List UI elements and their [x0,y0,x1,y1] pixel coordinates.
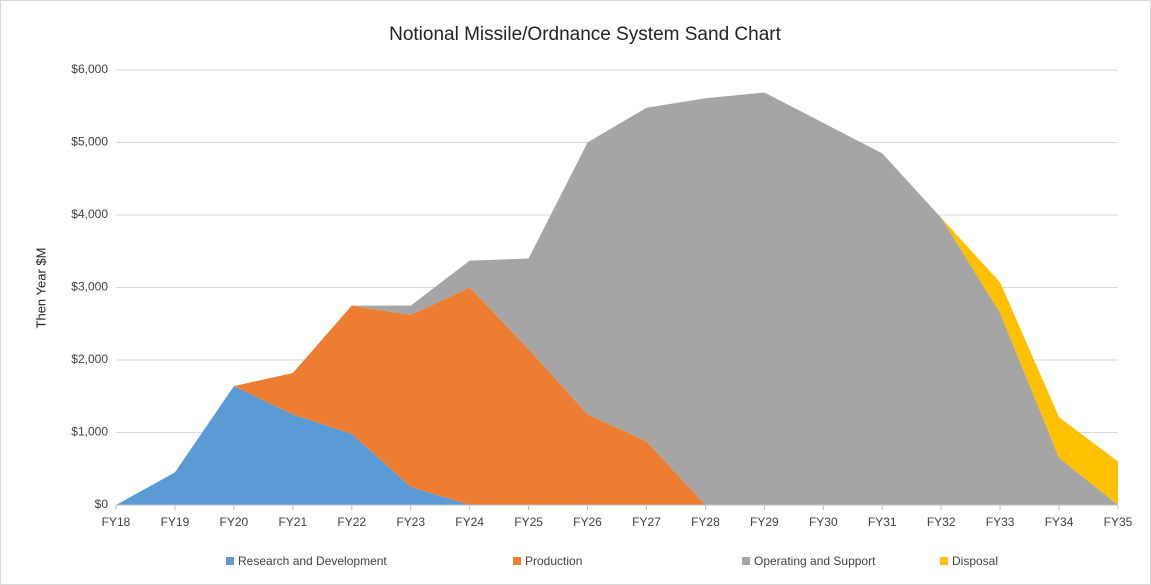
legend-swatch [513,557,521,565]
x-tick-label: FY25 [514,515,543,529]
legend-swatch [742,557,750,565]
y-tick-label: $4,000 [71,207,108,221]
x-tick-label: FY21 [278,515,307,529]
x-tick-label: FY29 [750,515,779,529]
x-tick-label: FY35 [1104,515,1133,529]
y-axis-title: Then Year $M [33,248,48,329]
y-tick-label: $2,000 [71,352,108,366]
x-tick-label: FY32 [927,515,956,529]
area [116,287,1118,505]
x-tick-label: FY34 [1045,515,1074,529]
x-tick-label: FY33 [986,515,1015,529]
legend-swatch [940,557,948,565]
area [116,92,1118,505]
x-tick-label: FY28 [691,515,720,529]
x-tick-label: FY20 [220,515,249,529]
y-tick-label: $6,000 [71,62,108,76]
x-tick-label: FY19 [161,515,190,529]
legend-label: Research and Development [238,554,387,568]
x-tick-label: FY30 [809,515,838,529]
y-tick-label: $0 [95,497,109,511]
chart-title: Notional Missile/Ordnance System Sand Ch… [389,24,782,45]
x-tick-label: FY22 [337,515,366,529]
y-tick-label: $1,000 [71,425,108,439]
x-tick-label: FY23 [396,515,425,529]
area [116,386,1118,505]
y-tick-label: $3,000 [71,280,108,294]
y-tick-label: $5,000 [71,135,108,149]
legend-label: Disposal [952,554,998,568]
legend-label: Production [525,554,582,568]
x-tick-label: FY24 [455,515,484,529]
legend-label: Operating and Support [754,554,876,568]
x-tick-label: FY31 [868,515,897,529]
x-tick-label: FY26 [573,515,602,529]
legend-swatch [226,557,234,565]
x-tick-label: FY18 [102,515,131,529]
x-tick-label: FY27 [632,515,661,529]
